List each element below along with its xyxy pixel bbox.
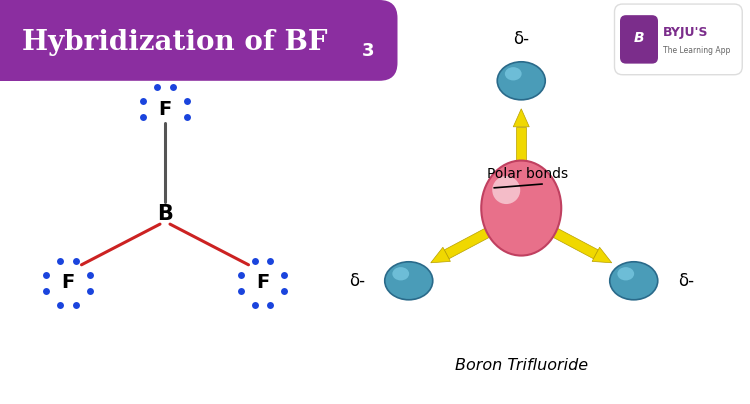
Ellipse shape (482, 160, 561, 256)
Bar (0, 0, 30, 81)
Text: BYJU'S: BYJU'S (663, 26, 709, 39)
Bar (0, 0, 119, 20)
Text: δ-: δ- (513, 30, 529, 48)
Text: 3: 3 (362, 42, 374, 60)
Polygon shape (513, 109, 529, 127)
Ellipse shape (617, 267, 634, 280)
Text: Polar bonds: Polar bonds (487, 167, 568, 181)
Text: Boron Trifluoride: Boron Trifluoride (454, 358, 588, 373)
Text: δ-: δ- (349, 272, 364, 290)
Text: B: B (157, 204, 173, 224)
Ellipse shape (610, 262, 658, 300)
Text: F: F (256, 273, 269, 292)
Polygon shape (592, 247, 612, 263)
Ellipse shape (497, 62, 545, 100)
Ellipse shape (392, 267, 410, 280)
Text: F: F (61, 273, 74, 292)
Text: The Learning App: The Learning App (663, 46, 730, 55)
Text: Hybridization of BF: Hybridization of BF (22, 29, 328, 56)
Polygon shape (444, 218, 509, 259)
FancyBboxPatch shape (0, 0, 398, 81)
Ellipse shape (505, 67, 522, 80)
Text: B: B (634, 32, 644, 45)
Polygon shape (516, 127, 526, 188)
Ellipse shape (492, 176, 520, 204)
Text: F: F (158, 99, 172, 119)
FancyBboxPatch shape (614, 4, 742, 75)
Text: δ-: δ- (678, 272, 694, 290)
Polygon shape (430, 247, 451, 263)
FancyBboxPatch shape (620, 15, 658, 63)
Ellipse shape (385, 262, 433, 300)
Polygon shape (533, 218, 598, 259)
